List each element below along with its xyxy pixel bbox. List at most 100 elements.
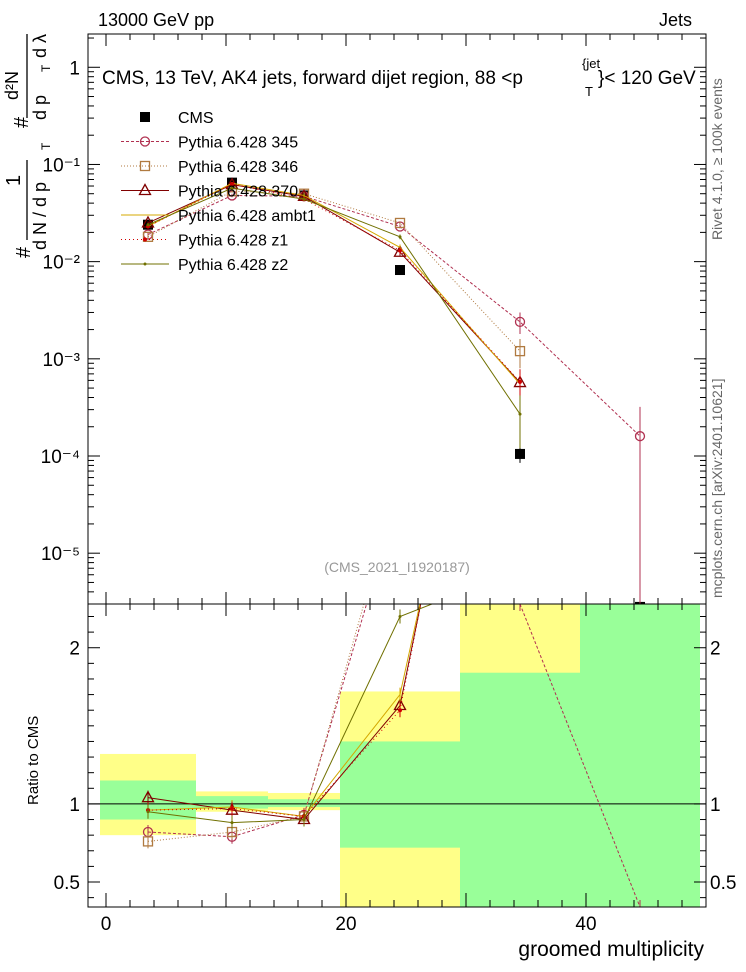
top-panel-series — [141, 177, 646, 604]
title-end: }< 120 GeV — [598, 68, 696, 89]
title-sup: {jet — [582, 56, 600, 71]
ratio-series-z2 — [146, 604, 434, 830]
legend-item-ambt1: Pythia 6.428 ambt1 — [121, 208, 316, 225]
ratio-point — [302, 818, 306, 822]
data-point — [634, 431, 646, 442]
series-p345 — [142, 190, 646, 604]
ylabel-hash-2: # — [11, 116, 33, 128]
data-point — [395, 265, 405, 276]
legend-marker — [139, 136, 151, 147]
ratio-panel-tick-labels: 0.5 0.51 12 20 20 40 — [54, 639, 737, 935]
x-axis-label: groomed multiplicity — [518, 938, 704, 961]
ratio-series-p345_tail — [519, 604, 641, 907]
ylabel-dpdl: d p — [30, 95, 50, 120]
y-tick-label: 10⁻⁴ — [41, 447, 80, 468]
data-point — [142, 231, 154, 242]
band-inner — [580, 604, 700, 907]
ratio-point — [398, 708, 402, 713]
side-label-mcplots: mcplots.cern.ch [arXiv:2401.10621] — [709, 379, 725, 598]
data-point — [514, 345, 526, 357]
top-panel-ticks — [88, 34, 707, 605]
chart-title: CMS, 13 TeV, AK4 jets, forward dijet reg… — [102, 56, 696, 99]
ylabel-hash: # — [13, 246, 35, 258]
ratio-point — [141, 790, 155, 803]
x-tick-label: 40 — [575, 914, 596, 935]
y-tick-label: 10⁻¹ — [43, 155, 81, 176]
title-main: CMS, 13 TeV, AK4 jets, forward dijet reg… — [102, 68, 523, 89]
legend-label: Pythia 6.428 z2 — [178, 257, 288, 274]
band-inner — [268, 799, 340, 808]
legend-item-z1: Pythia 6.428 z1 — [121, 233, 288, 250]
ratio-line — [519, 604, 641, 907]
legend-marker — [143, 262, 147, 266]
ratio-panel: 0.5 0.51 12 20 20 40 Ratio to CMS groomed mul… — [25, 603, 737, 961]
ratio-bands — [100, 604, 700, 907]
legend-label: CMS — [178, 110, 214, 127]
header-left: 13000 GeV pp — [98, 10, 214, 30]
series-line — [147, 182, 521, 385]
ratio-y-tick-label-right: 2 — [710, 639, 721, 660]
ratio-y-tick-label-right: 0.5 — [710, 873, 736, 894]
y-axis-label-top: # 1 d N / d p T # d²N d p T d λ — [2, 34, 53, 258]
title-sub: T — [585, 84, 593, 99]
ratio-y-axis-label: Ratio to CMS — [25, 716, 42, 805]
series-line — [147, 190, 521, 352]
legend-item-p345: Pythia 6.428 345 — [121, 135, 298, 152]
ylabel-dlambda: d λ — [30, 34, 50, 58]
series-line — [147, 194, 641, 437]
y-tick-label: 10⁻³ — [43, 350, 81, 371]
x-tick-label: 20 — [335, 914, 356, 935]
legend-item-p346: Pythia 6.428 346 — [121, 159, 298, 176]
ratio-y-tick-label-right: 1 — [710, 795, 721, 816]
y-tick-label: 1 — [69, 58, 80, 79]
data-point — [518, 412, 522, 416]
ylabel-dn: d N / d p — [30, 182, 50, 250]
header-right: Jets — [659, 10, 692, 30]
ratio-point — [142, 836, 154, 847]
data-point — [398, 235, 402, 239]
y-tick-label: 10⁻⁵ — [41, 544, 80, 565]
legend-label: Pythia 6.428 370 — [178, 184, 298, 201]
legend-marker — [139, 160, 151, 172]
legend-item-z2: Pythia 6.428 z2 — [121, 257, 288, 274]
ratio-y-tick-label: 2 — [69, 639, 80, 660]
legend-label: Pythia 6.428 346 — [178, 159, 298, 176]
watermark: (CMS_2021_I1920187) — [324, 559, 470, 575]
data-point — [518, 379, 522, 384]
ylabel-t-sub-2: T — [39, 64, 53, 72]
ylabel-t-sub: T — [39, 142, 53, 150]
legend: CMS Pythia 6.428 345 Pythia 6.428 346 Pythi… — [121, 110, 316, 274]
ratio-panel-frame — [87, 603, 707, 908]
ratio-point — [398, 614, 402, 618]
data-point — [146, 223, 150, 227]
legend-label: Pythia 6.428 ambt1 — [178, 208, 316, 225]
x-tick-label: 0 — [101, 914, 112, 935]
data-point — [230, 186, 234, 190]
top-panel-y-tick-labels: 1 10⁻¹ 10⁻² 10⁻³ 10⁻⁴ 10⁻⁵ — [41, 58, 80, 565]
data-point — [302, 197, 306, 201]
data-point — [514, 316, 526, 328]
band-inner — [340, 741, 460, 848]
top-panel: 1 10⁻¹ 10⁻² 10⁻³ 10⁻⁴ 10⁻⁵ (CMS_2021_I1920187… — [41, 33, 707, 605]
ratio-point — [146, 810, 150, 814]
legend-label: Pythia 6.428 z1 — [178, 233, 288, 250]
legend-label: Pythia 6.428 345 — [178, 135, 298, 152]
legend-marker — [138, 183, 152, 196]
side-label-rivet: Rivet 4.1.0, ≥ 100k events — [709, 78, 725, 240]
band-inner — [460, 672, 580, 907]
ratio-y-tick-label: 0.5 — [54, 873, 80, 894]
legend-marker — [143, 237, 147, 242]
data-point — [394, 217, 406, 229]
ratio-y-tick-label: 1 — [69, 795, 80, 816]
data-point — [398, 248, 402, 253]
ratio-point — [230, 806, 234, 811]
ratio-panel-ticks — [88, 604, 707, 907]
ratio-series — [141, 604, 641, 907]
ylabel-one: 1 — [3, 175, 25, 186]
data-point — [230, 181, 234, 186]
series-z2 — [146, 186, 522, 449]
ratio-line — [147, 604, 368, 838]
ylabel-d2n: d²N — [2, 71, 22, 100]
ratio-point — [230, 821, 234, 825]
